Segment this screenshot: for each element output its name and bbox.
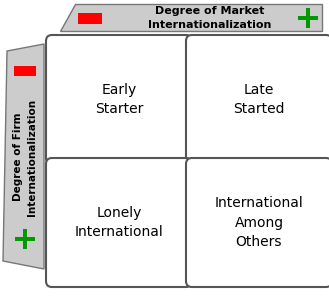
Text: Late
Started: Late Started [233,83,285,116]
FancyBboxPatch shape [15,237,35,241]
FancyBboxPatch shape [186,158,329,287]
FancyBboxPatch shape [23,229,27,249]
Text: Degree of Firm
Internationalization: Degree of Firm Internationalization [13,98,37,216]
FancyBboxPatch shape [78,13,102,24]
FancyBboxPatch shape [298,16,318,20]
Text: Lonely
International: Lonely International [75,206,164,239]
FancyBboxPatch shape [14,66,36,76]
Text: International
Among
Others: International Among Others [215,196,303,249]
FancyBboxPatch shape [46,158,192,287]
Text: Early
Starter: Early Starter [95,83,143,116]
Polygon shape [60,4,322,31]
Polygon shape [3,44,44,269]
FancyBboxPatch shape [306,8,310,28]
FancyBboxPatch shape [186,35,329,164]
Text: Degree of Market
Internationalization: Degree of Market Internationalization [148,6,272,30]
FancyBboxPatch shape [46,35,192,164]
